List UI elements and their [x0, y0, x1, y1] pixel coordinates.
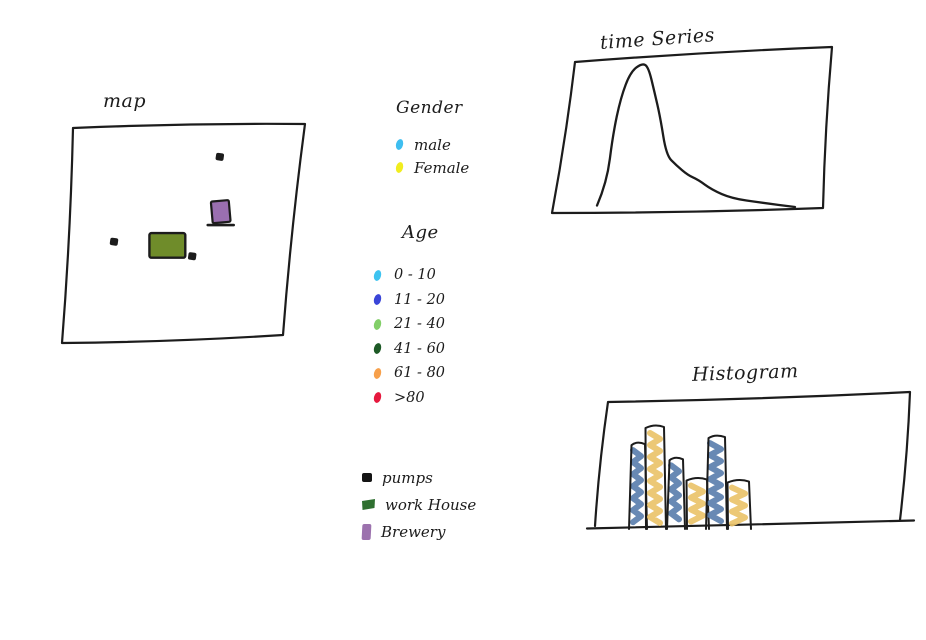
age-11-20-color-dot	[372, 293, 383, 306]
legend-item-age-41-60: 41 - 60	[372, 337, 446, 362]
age-legend: Age 0 - 10 11 - 20 21 - 40 41 - 60 61 - …	[372, 222, 446, 411]
legend-item-age-over-80: >80	[372, 386, 445, 411]
male-color-dot	[394, 138, 405, 151]
pumps-label: pumps	[382, 468, 433, 487]
age-61-80-color-dot	[372, 367, 383, 380]
histogram-panel-drawing	[585, 390, 916, 530]
legend-item-female: Female	[394, 156, 470, 179]
legend-item-age-21-40: 21 - 40	[372, 312, 446, 337]
age-legend-title: Age	[402, 222, 439, 243]
age-0-10-label: 0 - 10	[394, 267, 436, 284]
legend-item-brewery: Brewery	[361, 518, 476, 545]
map-panel-drawing	[60, 122, 307, 345]
map-panel-title: map	[103, 90, 147, 112]
legend-item-pumps: pumps	[362, 464, 476, 491]
age-21-40-color-dot	[372, 318, 383, 331]
female-label: Female	[414, 158, 470, 177]
work-house-label: work House	[385, 495, 477, 514]
marker-legend: pumps work House Brewery	[361, 464, 476, 545]
brewery-label: Brewery	[381, 522, 446, 541]
age-0-10-color-dot	[372, 269, 383, 282]
legend-item-male: male	[394, 133, 469, 156]
time-series-panel-drawing	[550, 45, 834, 215]
age-61-80-label: 61 - 80	[394, 365, 446, 382]
age-41-60-color-dot	[372, 342, 383, 355]
legend-item-age-11-20: 11 - 20	[372, 288, 446, 313]
legend-item-work-house: work House	[362, 491, 476, 518]
age-over-80-color-dot	[372, 391, 383, 404]
brewery-swatch	[361, 523, 372, 540]
female-color-dot	[394, 161, 405, 174]
work-house-swatch	[362, 499, 375, 510]
legend-item-age-0-10: 0 - 10	[372, 263, 445, 288]
gender-legend: Gender male Female	[394, 98, 470, 179]
age-21-40-label: 21 - 40	[394, 316, 446, 333]
gender-legend-title: Gender	[396, 98, 463, 118]
male-label: male	[414, 135, 451, 154]
age-over-80-label: >80	[394, 389, 425, 406]
age-41-60-label: 41 - 60	[394, 340, 446, 357]
age-11-20-label: 11 - 20	[394, 291, 446, 308]
pumps-swatch	[362, 473, 372, 482]
legend-item-age-61-80: 61 - 80	[372, 361, 446, 386]
